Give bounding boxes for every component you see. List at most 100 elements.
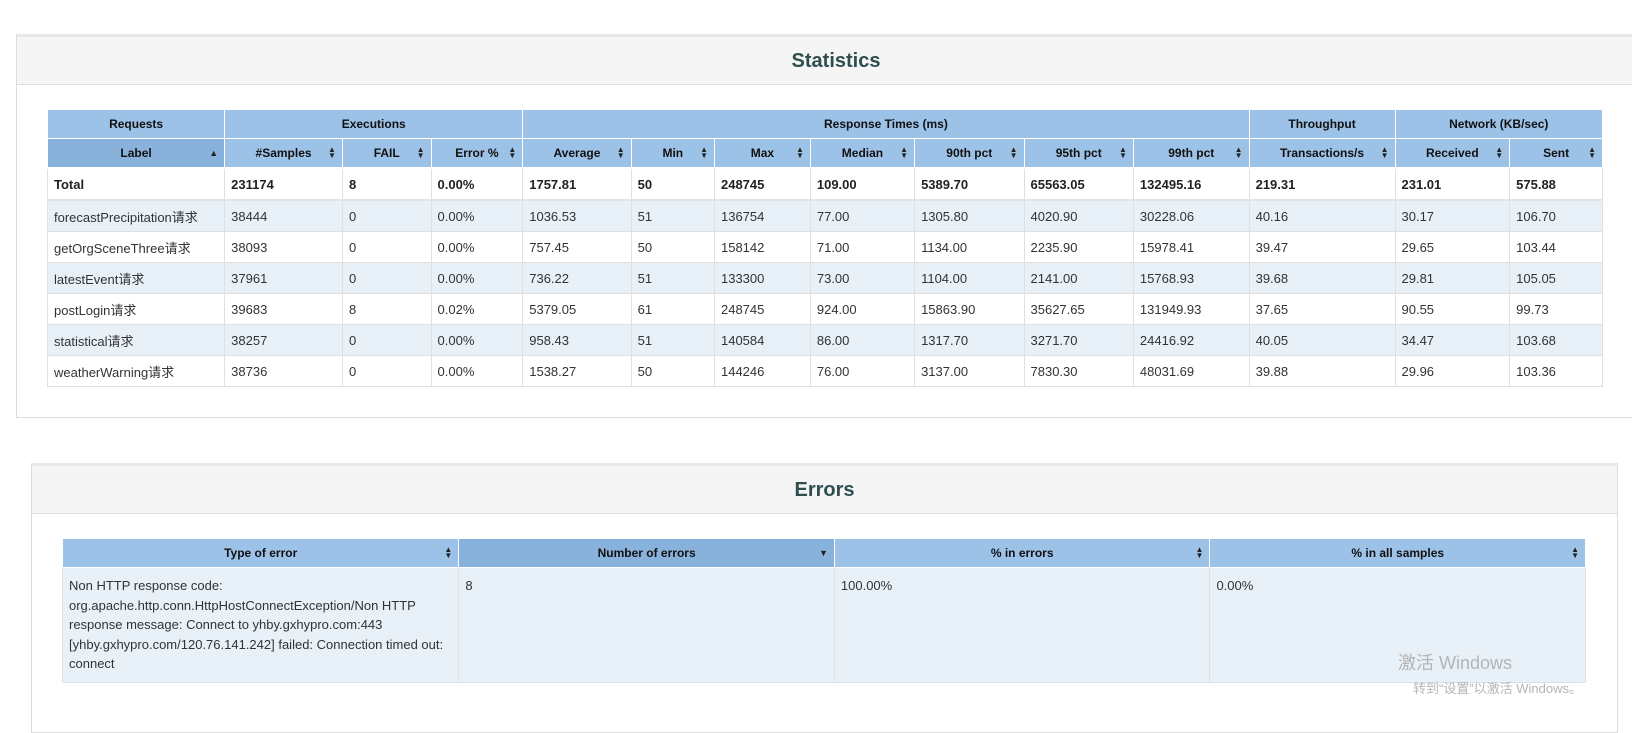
- column-label: Min: [662, 146, 684, 160]
- group-header-row: Requests Executions Response Times (ms) …: [46, 109, 1603, 139]
- table-cell: 575.88: [1509, 167, 1603, 201]
- statistics-header-fail[interactable]: FAIL ▲ ▼: [341, 138, 432, 169]
- table-cell: 1757.81: [522, 167, 632, 201]
- table-cell: 0.00%: [1209, 567, 1586, 683]
- errors-header-type-of-error[interactable]: Type of error ▲ ▼: [61, 538, 460, 568]
- table-cell: 231174: [224, 167, 343, 201]
- sort-both-icon[interactable]: ▲ ▼: [616, 145, 625, 160]
- table-cell: statistical请求: [46, 324, 226, 356]
- table-cell: latestEvent请求: [46, 262, 226, 294]
- statistics-header-sent[interactable]: Sent ▲ ▼: [1509, 138, 1603, 169]
- table-cell: 106.70: [1509, 199, 1603, 232]
- activation-watermark: 激活 Windows: [1397, 653, 1512, 673]
- column-label: 95th pct: [1055, 146, 1102, 160]
- sort-both-icon[interactable]: ▲ ▼: [1009, 145, 1018, 160]
- table-cell: 1317.70: [914, 324, 1025, 356]
- table-cell: 219.31: [1248, 167, 1396, 201]
- table-cell: 105.05: [1509, 262, 1603, 294]
- sort-both-icon[interactable]: ▲ ▼: [1234, 145, 1243, 160]
- table-cell: postLogin请求: [46, 293, 226, 325]
- table-cell: 100.00%: [833, 567, 1211, 683]
- sort-both-icon[interactable]: ▲ ▼: [328, 145, 336, 160]
- table-row: statistical请求 38257 0 0.00% 958.43 51 140584 86…: [46, 324, 1603, 356]
- table-cell: 136754: [713, 199, 811, 232]
- sort-both-icon[interactable]: ▲ ▼: [1495, 145, 1504, 160]
- table-cell: 103.68: [1509, 324, 1603, 356]
- sort-descending-icon[interactable]: ▼: [818, 548, 828, 558]
- statistics-header-min[interactable]: Min ▲ ▼: [630, 138, 715, 169]
- error-row: Non HTTP response code: org.apache.http.…: [61, 567, 1586, 683]
- errors-header-number-of-errors[interactable]: Number of errors ▼: [458, 538, 835, 568]
- table-cell: 133300: [713, 262, 811, 294]
- statistics-header-error[interactable]: Error % ▲ ▼: [430, 138, 524, 169]
- total-row: Total 231174 8 0.00% 1757.81 50 248745 109.00 53…: [46, 167, 1603, 201]
- errors-header-row: Type of error ▲ ▼ Number of errors ▼ % in err…: [61, 538, 1586, 568]
- statistics-header-max[interactable]: Max ▲ ▼: [713, 138, 811, 169]
- table-cell: 140584: [713, 324, 811, 356]
- sort-both-icon[interactable]: ▲ ▼: [1588, 145, 1596, 160]
- column-label: Label: [120, 146, 152, 160]
- statistics-panel: Statistics Requests Executions Response …: [16, 34, 1632, 418]
- group-requests: Requests: [46, 109, 226, 139]
- table-cell: 15978.41: [1132, 231, 1250, 263]
- table-cell: 35627.65: [1023, 293, 1134, 325]
- table-cell: 103.44: [1509, 231, 1603, 263]
- sort-both-icon[interactable]: ▲ ▼: [1195, 545, 1204, 560]
- sort-both-icon[interactable]: ▲ ▼: [416, 145, 425, 160]
- sort-both-icon[interactable]: ▲ ▼: [700, 145, 708, 160]
- statistics-header-received[interactable]: Received ▲ ▼: [1394, 138, 1511, 169]
- column-label: % in errors: [990, 546, 1054, 560]
- table-cell: 30.17: [1394, 199, 1511, 232]
- statistics-header-90th-pct[interactable]: 90th pct ▲ ▼: [914, 138, 1025, 169]
- errors-table: Type of error ▲ ▼ Number of errors ▼ % in err…: [61, 538, 1586, 683]
- statistics-header-median[interactable]: Median ▲ ▼: [809, 138, 916, 169]
- table-row: postLogin请求 39683 8 0.02% 5379.05 61 248745 924…: [46, 293, 1603, 325]
- sort-both-icon[interactable]: ▲ ▼: [508, 145, 517, 160]
- table-cell: 37.65: [1248, 293, 1396, 325]
- column-label: FAIL: [373, 146, 400, 160]
- sort-both-icon[interactable]: ▲ ▼: [795, 145, 804, 160]
- table-cell: 50: [630, 355, 715, 387]
- table-cell: 8: [341, 167, 432, 201]
- table-cell: 51: [630, 199, 715, 232]
- table-cell: 2235.90: [1023, 231, 1134, 263]
- table-cell: 0.00%: [430, 199, 524, 232]
- sort-both-icon[interactable]: ▲ ▼: [1380, 145, 1389, 160]
- statistics-header-average[interactable]: Average ▲ ▼: [522, 138, 632, 169]
- table-cell: forecastPrecipitation请求: [46, 199, 226, 232]
- table-cell: 0.00%: [430, 355, 524, 387]
- table-cell: 0.00%: [430, 167, 524, 201]
- activation-watermark-sub: 转到“设置”以激活 Windows。: [1412, 681, 1582, 696]
- table-cell: 38444: [224, 199, 343, 232]
- statistics-header-95th-pct[interactable]: 95th pct ▲ ▼: [1023, 138, 1134, 169]
- statistics-header-transactions-s[interactable]: Transactions/s ▲ ▼: [1248, 138, 1396, 169]
- column-label: Sent: [1543, 146, 1570, 160]
- sort-both-icon[interactable]: ▲ ▼: [1571, 545, 1579, 560]
- statistics-header-99th-pct[interactable]: 99th pct ▲ ▼: [1132, 138, 1250, 169]
- sort-both-icon[interactable]: ▲ ▼: [900, 145, 909, 160]
- table-cell: 158142: [713, 231, 811, 263]
- table-cell: 76.00: [809, 355, 916, 387]
- statistics-header-label[interactable]: Label ▲: [46, 138, 226, 169]
- table-row: forecastPrecipitation请求 38444 0 0.00% 1036.5…: [46, 199, 1603, 232]
- errors-header-in-errors[interactable]: % in errors ▲ ▼: [833, 538, 1211, 568]
- errors-title: Errors: [32, 466, 1617, 514]
- statistics-table: Requests Executions Response Times (ms) …: [46, 109, 1603, 387]
- sort-ascending-icon[interactable]: ▲: [209, 148, 219, 158]
- table-cell: 61: [630, 293, 715, 325]
- table-cell: 39.68: [1248, 262, 1396, 294]
- table-cell: 248745: [713, 167, 811, 201]
- sort-both-icon[interactable]: ▲ ▼: [1119, 145, 1127, 160]
- table-cell: 51: [630, 262, 715, 294]
- errors-header-in-all-samples[interactable]: % in all samples ▲ ▼: [1209, 538, 1586, 568]
- table-cell: 1305.80: [914, 199, 1025, 232]
- table-cell: 99.73: [1509, 293, 1603, 325]
- statistics-header-samples[interactable]: #Samples ▲ ▼: [224, 138, 343, 169]
- column-label: Max: [750, 146, 775, 160]
- table-cell: 1134.00: [914, 231, 1025, 263]
- table-cell: 51: [630, 324, 715, 356]
- sort-both-icon[interactable]: ▲ ▼: [444, 545, 453, 560]
- table-cell: 144246: [713, 355, 811, 387]
- table-cell: 0: [341, 231, 432, 263]
- table-cell: Non HTTP response code: org.apache.http.…: [61, 567, 460, 683]
